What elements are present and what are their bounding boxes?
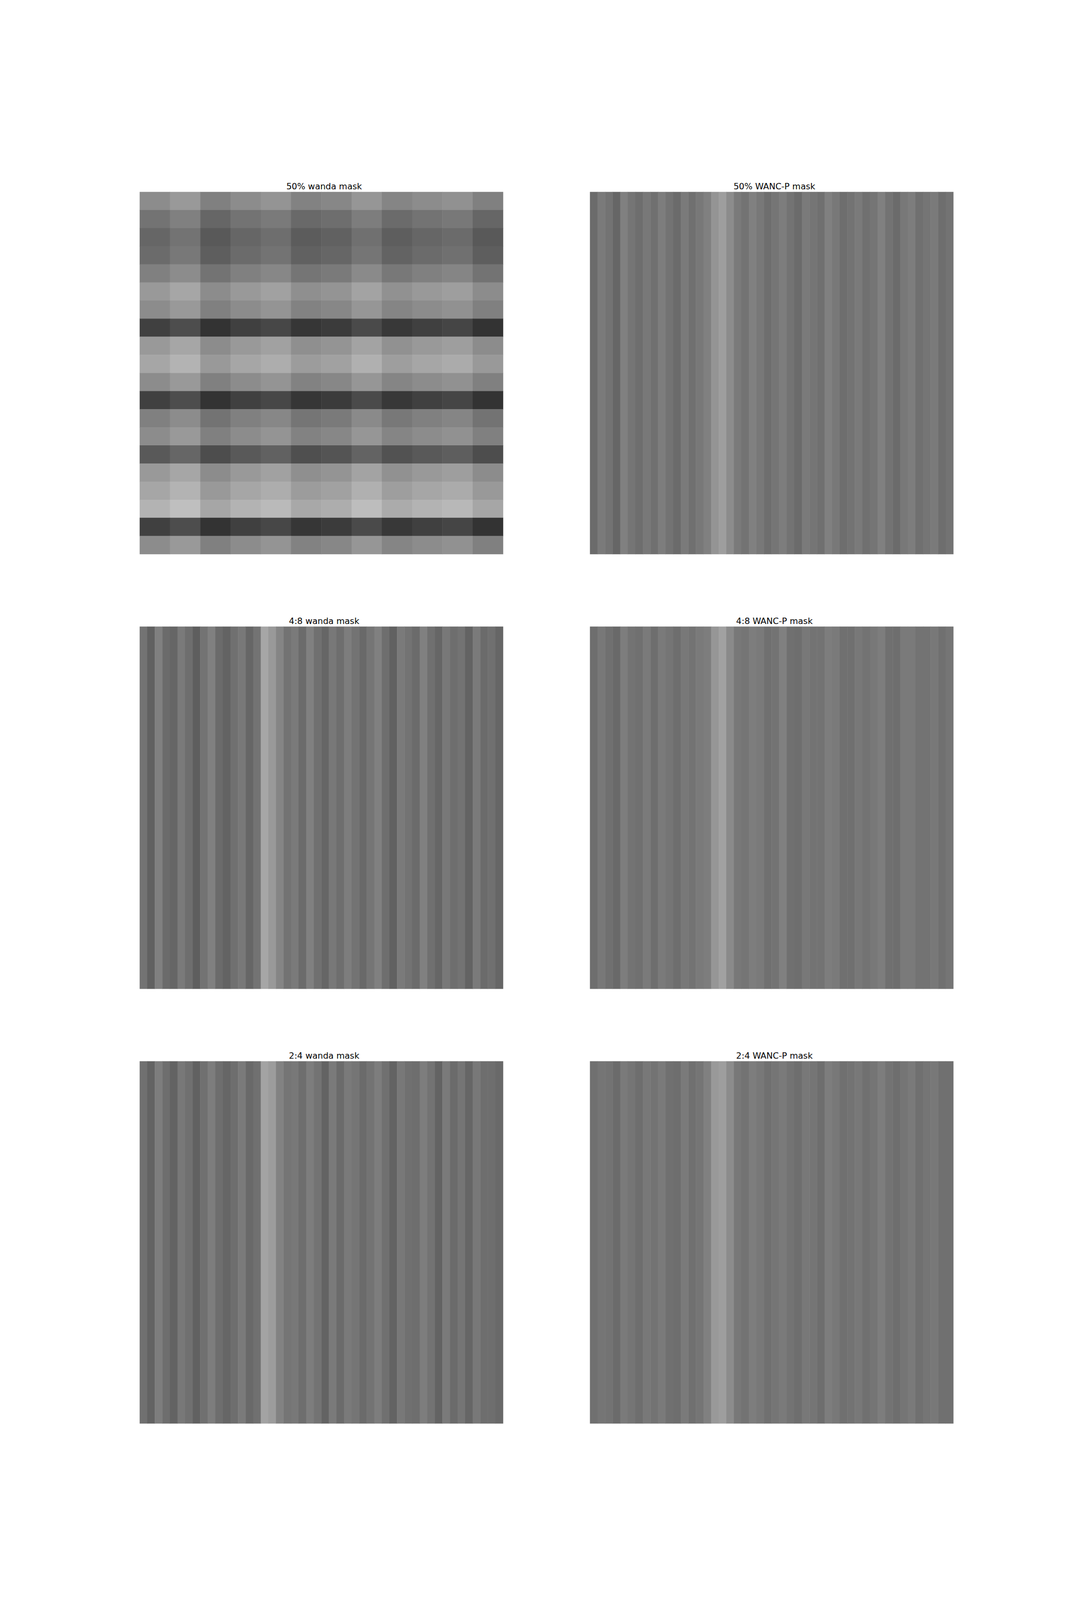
svg-text:50% WANC-P mask: 50% WANC-P mask [733,181,816,192]
svg-text:4:8 wanda mask: 4:8 wanda mask [289,616,361,627]
svg-text:4:8 WANC-P mask: 4:8 WANC-P mask [736,616,814,627]
svg-text:2:4 wanda mask: 2:4 wanda mask [289,1050,361,1062]
svg-text:2:4 WANC-P mask: 2:4 WANC-P mask [736,1050,814,1062]
svg-text:50% wanda mask: 50% wanda mask [286,181,363,192]
